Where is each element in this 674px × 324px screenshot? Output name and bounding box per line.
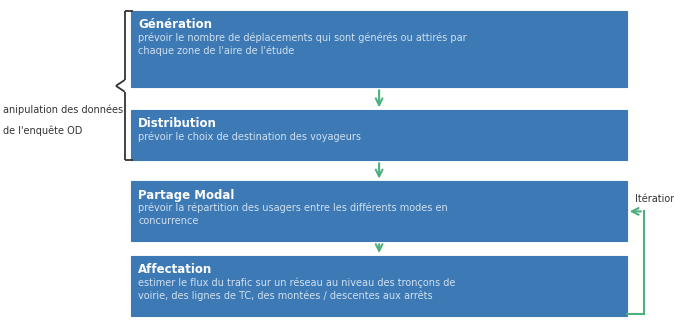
Text: prévoir le choix de destination des voyageurs: prévoir le choix de destination des voya…	[138, 131, 361, 142]
Text: Génération: Génération	[138, 18, 212, 31]
Text: de l'enquête OD: de l'enquête OD	[3, 126, 83, 136]
FancyBboxPatch shape	[131, 110, 627, 160]
FancyBboxPatch shape	[131, 11, 627, 87]
FancyBboxPatch shape	[131, 256, 627, 316]
Text: Itérations: Itérations	[635, 194, 674, 204]
Text: prévoir le nombre de déplacements qui sont générés ou attirés par
chaque zone de: prévoir le nombre de déplacements qui so…	[138, 32, 467, 56]
Text: Affectation: Affectation	[138, 263, 212, 276]
Text: Partage Modal: Partage Modal	[138, 189, 235, 202]
Text: Distribution: Distribution	[138, 117, 217, 130]
Text: anipulation des données: anipulation des données	[3, 105, 123, 115]
Text: prévoir la répartition des usagers entre les différents modes en
concurrence: prévoir la répartition des usagers entre…	[138, 202, 448, 226]
Text: estimer le flux du trafic sur un réseau au niveau des tronçons de
voirie, des li: estimer le flux du trafic sur un réseau …	[138, 277, 456, 301]
FancyBboxPatch shape	[131, 181, 627, 241]
